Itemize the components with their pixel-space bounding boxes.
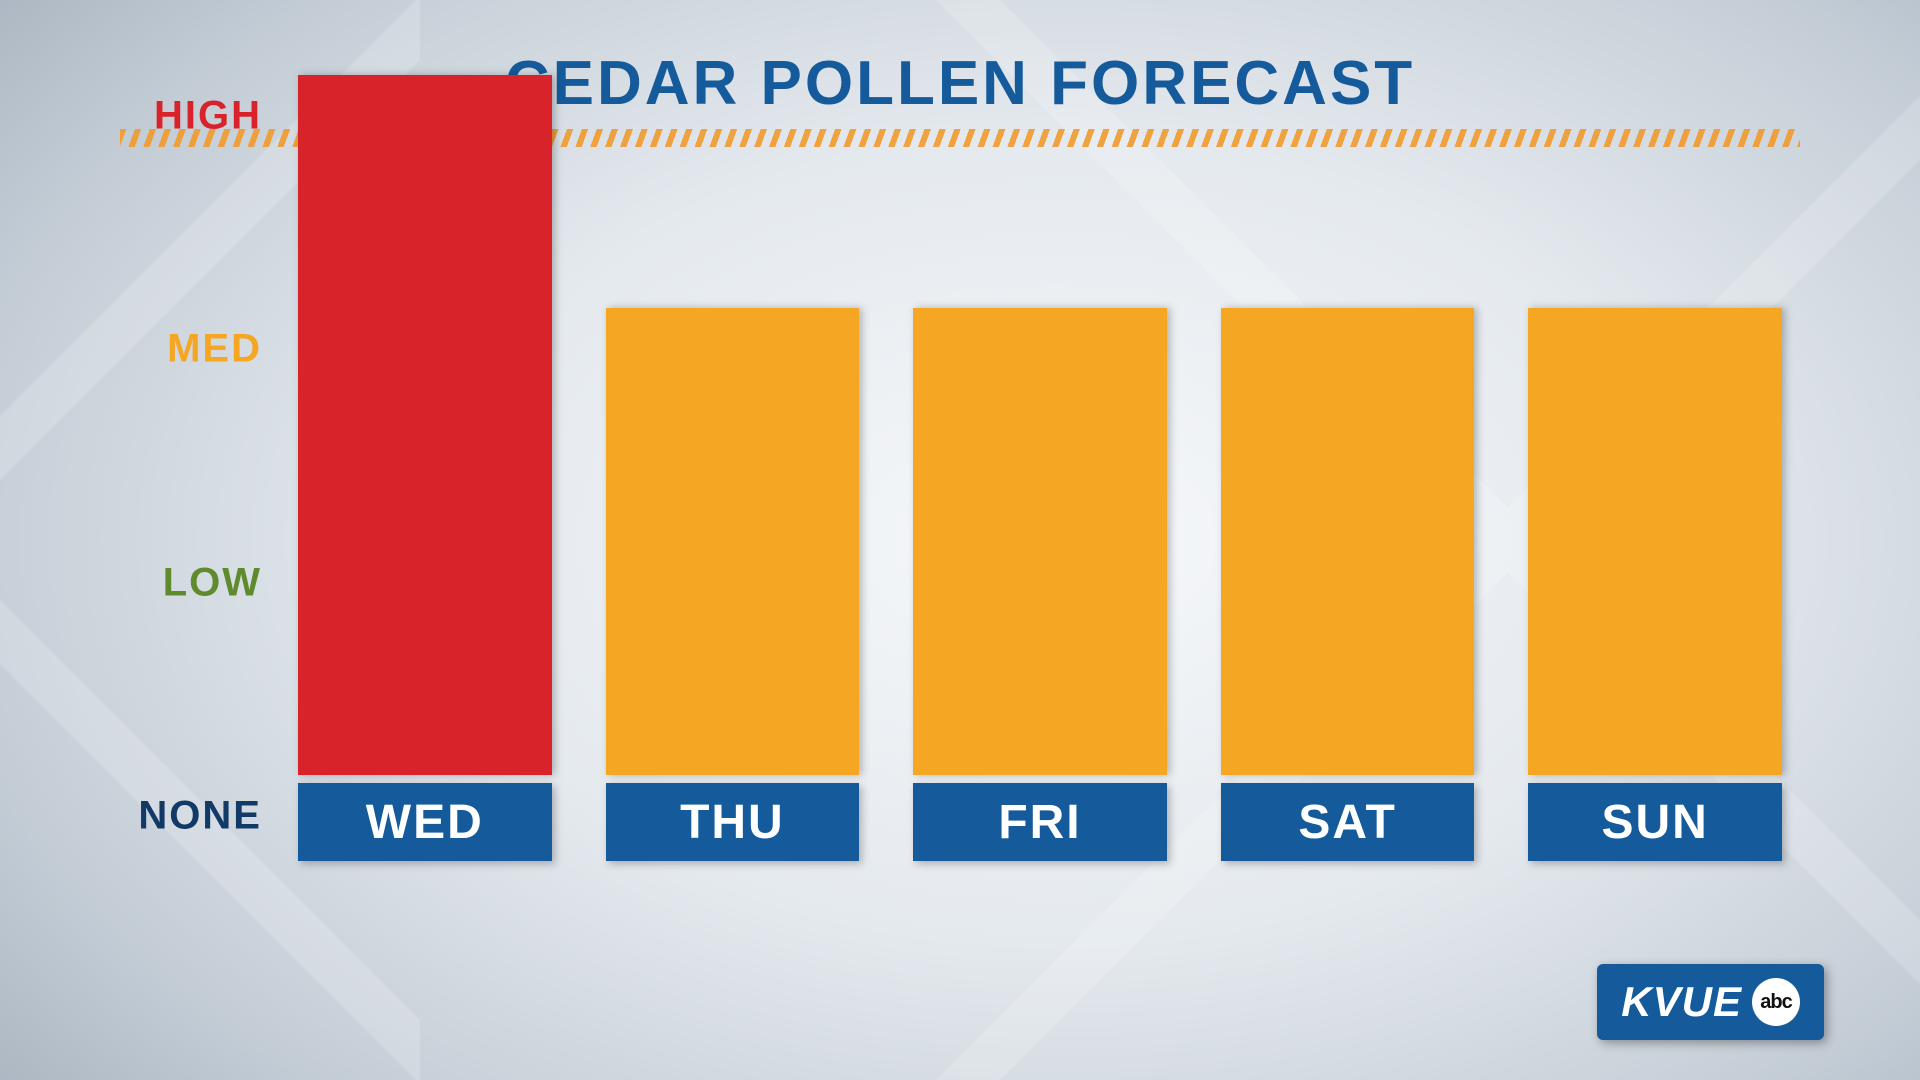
pollen-bar bbox=[1528, 308, 1782, 775]
y-tick-low: LOW bbox=[120, 560, 262, 605]
forecast-slide: CEDAR POLLEN FORECAST HIGHMEDLOWNONE WED… bbox=[0, 0, 1920, 1080]
forecast-column-fri: FRI bbox=[913, 308, 1167, 861]
forecast-column-sun: SUN bbox=[1528, 308, 1782, 861]
forecast-column-sat: SAT bbox=[1221, 308, 1475, 861]
forecast-column-wed: WED bbox=[298, 75, 552, 861]
forecast-column-thu: THU bbox=[606, 308, 860, 861]
y-tick-med: MED bbox=[120, 327, 262, 372]
y-tick-none: NONE bbox=[120, 794, 262, 839]
pollen-bar-chart: HIGHMEDLOWNONE WEDTHUFRISATSUN bbox=[120, 161, 1800, 861]
day-label: SUN bbox=[1528, 783, 1782, 861]
pollen-bar bbox=[606, 308, 860, 775]
plot-area: WED THU FRI SAT SUN bbox=[280, 161, 1800, 861]
day-label: FRI bbox=[913, 783, 1167, 861]
pollen-bar bbox=[298, 75, 552, 775]
station-logo: KVUE abc bbox=[1597, 964, 1824, 1040]
y-axis: HIGHMEDLOWNONE bbox=[120, 161, 280, 861]
pollen-bar bbox=[913, 308, 1167, 775]
station-logo-text: KVUE bbox=[1621, 978, 1742, 1026]
day-label: THU bbox=[606, 783, 860, 861]
pollen-bar bbox=[1221, 308, 1475, 775]
day-label: SAT bbox=[1221, 783, 1475, 861]
abc-badge-icon: abc bbox=[1752, 978, 1800, 1026]
y-tick-high: HIGH bbox=[120, 94, 262, 139]
day-label: WED bbox=[298, 783, 552, 861]
